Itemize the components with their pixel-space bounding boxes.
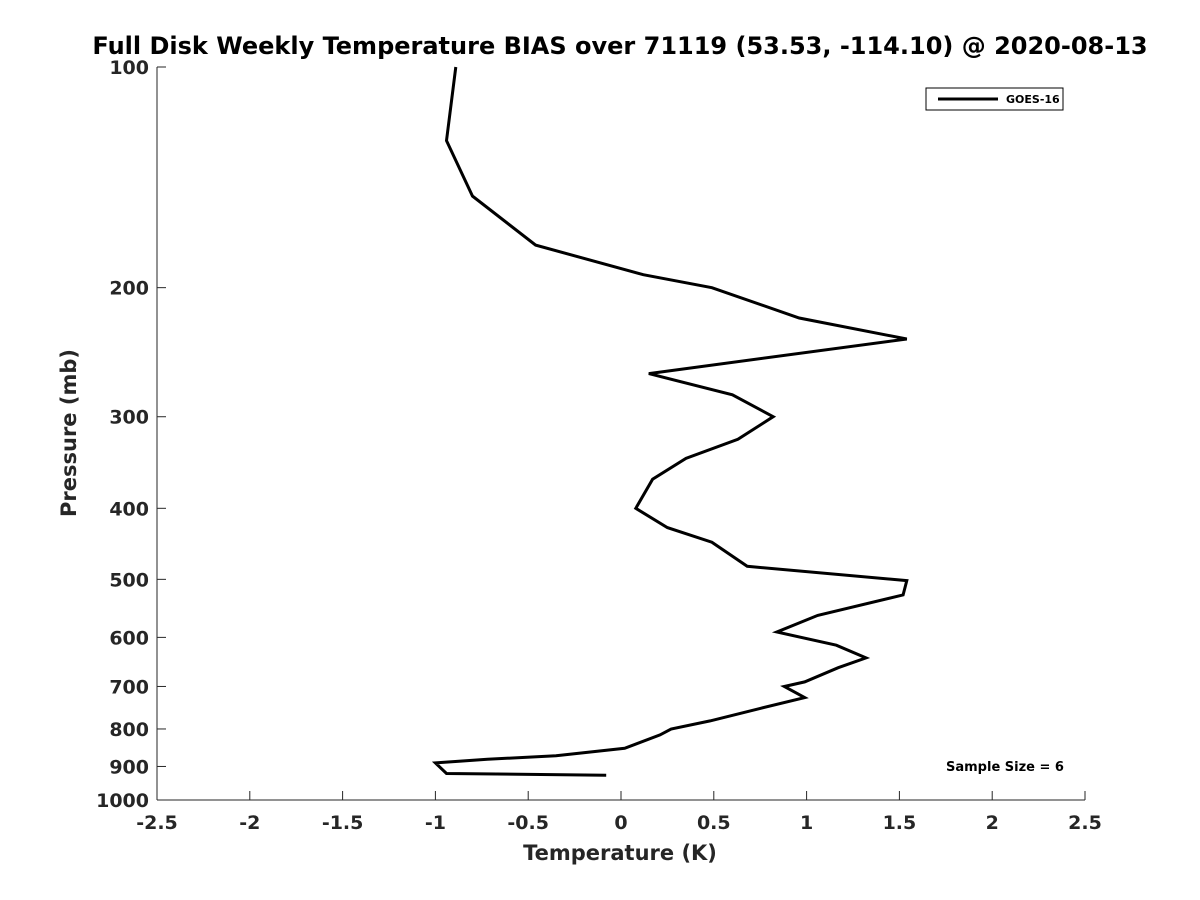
y-tick-label: 800 bbox=[109, 719, 149, 741]
y-tick-label: 300 bbox=[109, 407, 149, 429]
series-line-goes-16 bbox=[431, 66, 909, 777]
y-tick-label: 600 bbox=[109, 627, 149, 649]
y-tick-label: 700 bbox=[109, 676, 149, 698]
y-tick-label: 200 bbox=[109, 278, 149, 300]
sample-size-annotation: Sample Size = 6 bbox=[946, 760, 1064, 775]
x-tick-label: -0.5 bbox=[507, 812, 549, 834]
legend: GOES-16 bbox=[925, 87, 1064, 111]
legend-label-goes-16: GOES-16 bbox=[1006, 93, 1060, 106]
y-axis-ticks: 100 200 300 400 500 600 700 800 900 1000 bbox=[96, 57, 166, 812]
x-tick-label: 1 bbox=[800, 812, 813, 834]
x-tick-label: 0.5 bbox=[697, 812, 731, 834]
y-tick-label: 900 bbox=[109, 756, 149, 778]
x-axis-ticks: -2.5 -2 -1.5 -1 -0.5 0 0.5 1 1.5 2 2.5 bbox=[136, 791, 1102, 834]
x-tick-label: -1 bbox=[425, 812, 446, 834]
x-tick-label: -2 bbox=[239, 812, 260, 834]
x-tick-label: 2.5 bbox=[1068, 812, 1102, 834]
x-tick-label: -2.5 bbox=[136, 812, 178, 834]
y-tick-label: 1000 bbox=[96, 790, 149, 812]
x-tick-label: 1.5 bbox=[883, 812, 917, 834]
y-tick-label: 100 bbox=[109, 57, 149, 79]
chart-title: Full Disk Weekly Temperature BIAS over 7… bbox=[92, 32, 1147, 60]
y-tick-label: 400 bbox=[109, 498, 149, 520]
x-tick-label: -1.5 bbox=[322, 812, 364, 834]
y-tick-label: 500 bbox=[109, 569, 149, 591]
y-axis-label: Pressure (mb) bbox=[57, 349, 81, 517]
x-axis-label: Temperature (K) bbox=[523, 841, 717, 865]
series-group bbox=[431, 66, 909, 777]
x-tick-label: 0 bbox=[614, 812, 627, 834]
x-tick-label: 2 bbox=[986, 812, 999, 834]
